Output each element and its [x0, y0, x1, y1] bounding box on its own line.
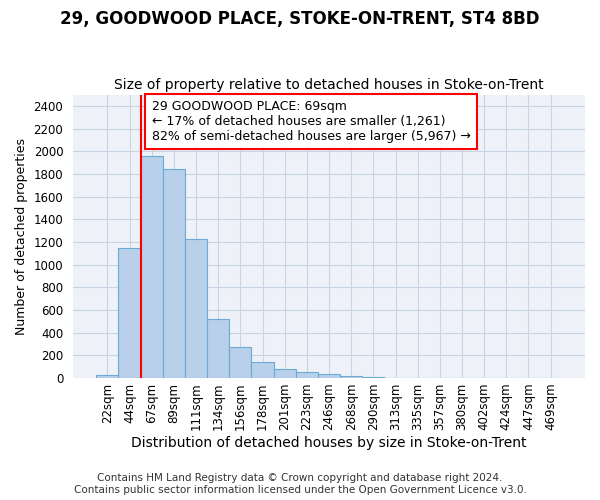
Bar — [96, 375, 118, 378]
Bar — [251, 362, 274, 378]
Bar — [274, 369, 296, 378]
X-axis label: Distribution of detached houses by size in Stoke-on-Trent: Distribution of detached houses by size … — [131, 436, 527, 450]
Bar — [163, 170, 185, 378]
Title: Size of property relative to detached houses in Stoke-on-Trent: Size of property relative to detached ho… — [114, 78, 544, 92]
Bar — [318, 374, 340, 378]
Text: Contains HM Land Registry data © Crown copyright and database right 2024.
Contai: Contains HM Land Registry data © Crown c… — [74, 474, 526, 495]
Bar — [340, 376, 362, 378]
Bar — [296, 372, 318, 378]
Text: 29 GOODWOOD PLACE: 69sqm
← 17% of detached houses are smaller (1,261)
82% of sem: 29 GOODWOOD PLACE: 69sqm ← 17% of detach… — [152, 100, 470, 143]
Y-axis label: Number of detached properties: Number of detached properties — [15, 138, 28, 335]
Text: 29, GOODWOOD PLACE, STOKE-ON-TRENT, ST4 8BD: 29, GOODWOOD PLACE, STOKE-ON-TRENT, ST4 … — [60, 10, 540, 28]
Bar — [185, 238, 207, 378]
Bar — [229, 348, 251, 378]
Bar — [140, 156, 163, 378]
Bar — [118, 248, 140, 378]
Bar — [207, 319, 229, 378]
